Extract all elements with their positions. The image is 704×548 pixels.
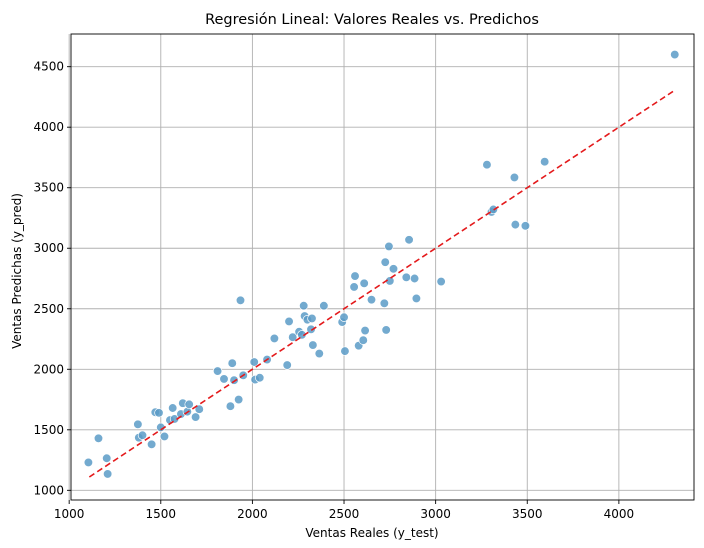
data-point <box>409 273 420 284</box>
data-point <box>83 457 94 468</box>
data-point <box>380 257 390 267</box>
data-point <box>133 419 143 430</box>
x-tick-label: 3500 <box>512 507 543 521</box>
data-point <box>249 357 259 367</box>
data-point <box>169 414 180 424</box>
data-point <box>509 172 520 183</box>
x-tick-label: 1500 <box>146 507 177 521</box>
data-point <box>154 408 164 418</box>
chart-title: Regresión Lineal: Valores Reales vs. Pre… <box>205 12 539 28</box>
data-point <box>388 264 399 274</box>
x-axis-label: Ventas Reales (y_test) <box>305 526 438 540</box>
data-point <box>350 271 360 281</box>
data-point <box>234 394 244 405</box>
data-point <box>401 272 411 282</box>
data-point <box>190 412 201 422</box>
data-point <box>358 335 368 345</box>
data-point <box>349 282 359 292</box>
data-point <box>339 312 349 322</box>
data-points <box>83 49 680 479</box>
data-point <box>194 404 204 414</box>
data-point <box>146 439 157 449</box>
data-point <box>340 346 350 356</box>
y-tick-label: 3000 <box>33 241 64 255</box>
data-point <box>235 295 246 305</box>
data-point <box>384 241 394 252</box>
reference-line-layer <box>88 90 675 478</box>
data-point <box>308 340 318 350</box>
data-point <box>359 278 369 288</box>
data-point <box>212 366 223 376</box>
data-point <box>482 160 492 170</box>
plot-frame <box>70 33 695 501</box>
y-tick-label: 4000 <box>33 120 64 134</box>
data-point <box>227 358 237 368</box>
data-point <box>436 276 446 287</box>
data-point <box>159 431 170 442</box>
y-tick-label: 4500 <box>33 60 64 74</box>
data-point <box>299 301 309 311</box>
y-tick-label: 1000 <box>33 483 64 497</box>
data-point <box>255 373 265 383</box>
data-point <box>404 235 414 245</box>
data-point <box>225 401 236 411</box>
y-axis-ticks: 1000 1500 2000 2500 3000 3500 4000 4500 <box>33 60 71 497</box>
data-point <box>366 295 377 305</box>
x-tick-label: 4000 <box>604 507 635 521</box>
data-point <box>269 333 280 344</box>
data-point <box>306 324 316 334</box>
data-point <box>411 293 422 304</box>
x-axis-ticks: 1000 1500 2000 2500 3000 3500 4000 <box>54 500 634 521</box>
data-point <box>520 221 531 231</box>
data-point <box>510 219 520 230</box>
data-point <box>284 316 294 327</box>
data-point <box>307 313 317 324</box>
x-tick-label: 2000 <box>237 507 268 521</box>
data-point <box>168 403 178 413</box>
y-tick-label: 2500 <box>33 302 64 316</box>
grid-lines <box>68 34 694 500</box>
data-point <box>102 453 112 463</box>
y-tick-label: 2000 <box>33 362 64 376</box>
data-point <box>381 325 391 335</box>
data-point <box>219 374 229 384</box>
y-axis-label: Ventas Predichas (y_pred) <box>10 193 24 349</box>
reference-line <box>88 90 675 478</box>
x-tick-label: 3000 <box>420 507 451 521</box>
data-point <box>319 301 329 311</box>
x-tick-label: 2500 <box>329 507 360 521</box>
data-point <box>379 298 389 308</box>
data-point <box>102 469 113 479</box>
data-point <box>282 360 292 370</box>
data-point <box>288 332 298 342</box>
data-point <box>184 399 194 410</box>
y-tick-label: 3500 <box>33 181 64 195</box>
data-point <box>137 430 148 440</box>
data-point <box>540 157 550 167</box>
data-point <box>670 49 680 60</box>
data-point <box>297 330 307 340</box>
y-tick-label: 1500 <box>33 423 64 437</box>
data-point <box>314 348 324 359</box>
data-point <box>360 325 370 336</box>
data-point <box>93 433 104 443</box>
x-tick-label: 1000 <box>54 507 85 521</box>
